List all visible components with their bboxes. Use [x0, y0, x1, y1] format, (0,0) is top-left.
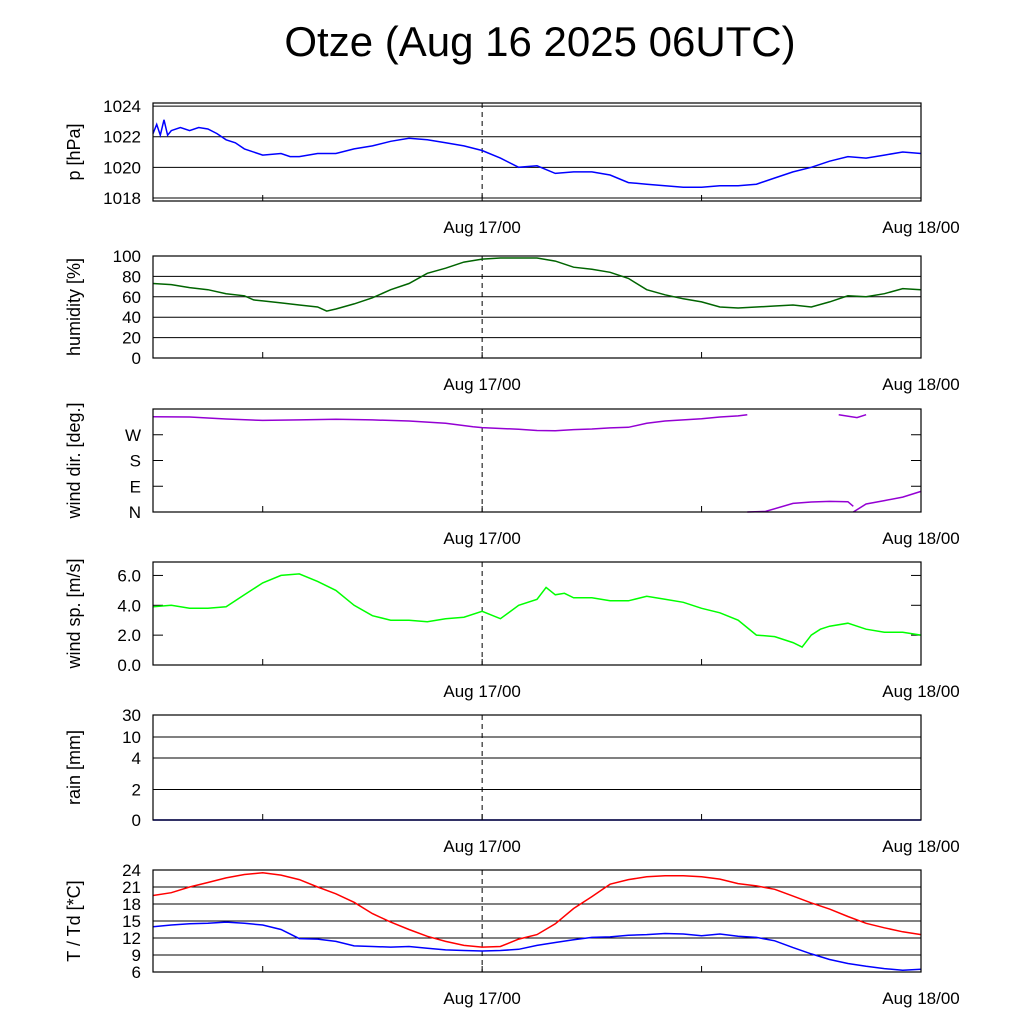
series-line-wind_speed [152, 573, 922, 649]
panel-pressure: 1018 1020 1022 1024 Aug 17/00 Aug 18/00 p [hPa… [64, 97, 960, 237]
chart-title: Otze (Aug 16 2025 06UTC) [284, 18, 796, 65]
y-tick-label: 20 [122, 329, 141, 348]
y-tick-label: 1018 [103, 189, 141, 208]
panel-frame [152, 561, 922, 666]
series-line-wind_dir [747, 500, 854, 513]
y-tick-label: E [130, 477, 141, 496]
y-tick-label: 0 [132, 811, 141, 830]
x-tick-label: Aug 18/00 [882, 375, 960, 394]
y-axis-label: wind sp. [m/s] [64, 558, 84, 669]
series-line-pressure [152, 119, 922, 188]
y-tick-label: 10 [122, 728, 141, 747]
x-tick-label: Aug 17/00 [443, 989, 521, 1008]
x-tick-label: Aug 18/00 [882, 682, 960, 701]
panel-frame [152, 408, 922, 513]
y-tick-label: N [129, 503, 141, 522]
panel-frame [152, 869, 922, 973]
y-tick-label: 1024 [103, 97, 141, 116]
y-tick-label: 15 [122, 912, 141, 931]
y-tick-label: S [130, 452, 141, 471]
panel-frame [152, 255, 922, 359]
series-line-wind_dir [838, 413, 867, 419]
y-tick-label: 30 [122, 706, 141, 725]
series-line-wind_dir [152, 413, 748, 432]
y-axis-label: humidity [%] [64, 258, 84, 356]
x-tick-label: Aug 17/00 [443, 837, 521, 856]
panel-rain: 0 2 4 10 30 Aug 17/00 Aug 18/00 rain [mm] [64, 706, 960, 856]
x-tick-label: Aug 18/00 [882, 218, 960, 237]
x-tick-label: Aug 17/00 [443, 682, 521, 701]
y-tick-label: 4 [132, 749, 141, 768]
y-axis-label: wind dir. [deg.] [64, 402, 84, 519]
series-line-humidity [152, 257, 922, 312]
y-tick-label: 6 [132, 963, 141, 982]
y-tick-label: 24 [122, 861, 141, 880]
x-tick-label: Aug 18/00 [882, 529, 960, 548]
x-tick-label: Aug 17/00 [443, 529, 521, 548]
series-line-wind_dir [852, 490, 922, 513]
y-tick-label: 21 [122, 878, 141, 897]
x-tick-label: Aug 17/00 [443, 218, 521, 237]
y-axis-label: p [hPa] [64, 123, 84, 180]
y-axis-label: rain [mm] [64, 730, 84, 805]
y-tick-label: W [125, 426, 141, 445]
y-tick-label: 9 [132, 946, 141, 965]
y-tick-label: 1020 [103, 158, 141, 177]
y-tick-label: 60 [122, 288, 141, 307]
y-tick-label: 2 [132, 781, 141, 800]
x-tick-label: Aug 18/00 [882, 837, 960, 856]
y-tick-label: 100 [113, 247, 141, 266]
y-tick-label: 6.0 [117, 566, 141, 585]
x-tick-label: Aug 18/00 [882, 989, 960, 1008]
y-tick-label: 0.0 [117, 656, 141, 675]
y-tick-label: 0 [132, 349, 141, 368]
y-tick-label: 40 [122, 308, 141, 327]
y-tick-label: 4.0 [117, 596, 141, 615]
series-line-temperature [152, 872, 922, 948]
x-tick-label: Aug 17/00 [443, 375, 521, 394]
y-tick-label: 2.0 [117, 626, 141, 645]
y-axis-label: T / Td [*C] [64, 880, 84, 961]
y-tick-label: 18 [122, 895, 141, 914]
panel-frame [152, 102, 922, 202]
y-tick-label: 12 [122, 929, 141, 948]
y-tick-label: 80 [122, 267, 141, 286]
panel-frame [152, 714, 922, 821]
panel-wind-speed: 0.0 2.0 4.0 6.0 Aug 17/00 Aug 18/00 wind sp. [… [64, 558, 960, 701]
y-tick-label: 1022 [103, 128, 141, 147]
series-line-dewpoint [152, 921, 922, 972]
